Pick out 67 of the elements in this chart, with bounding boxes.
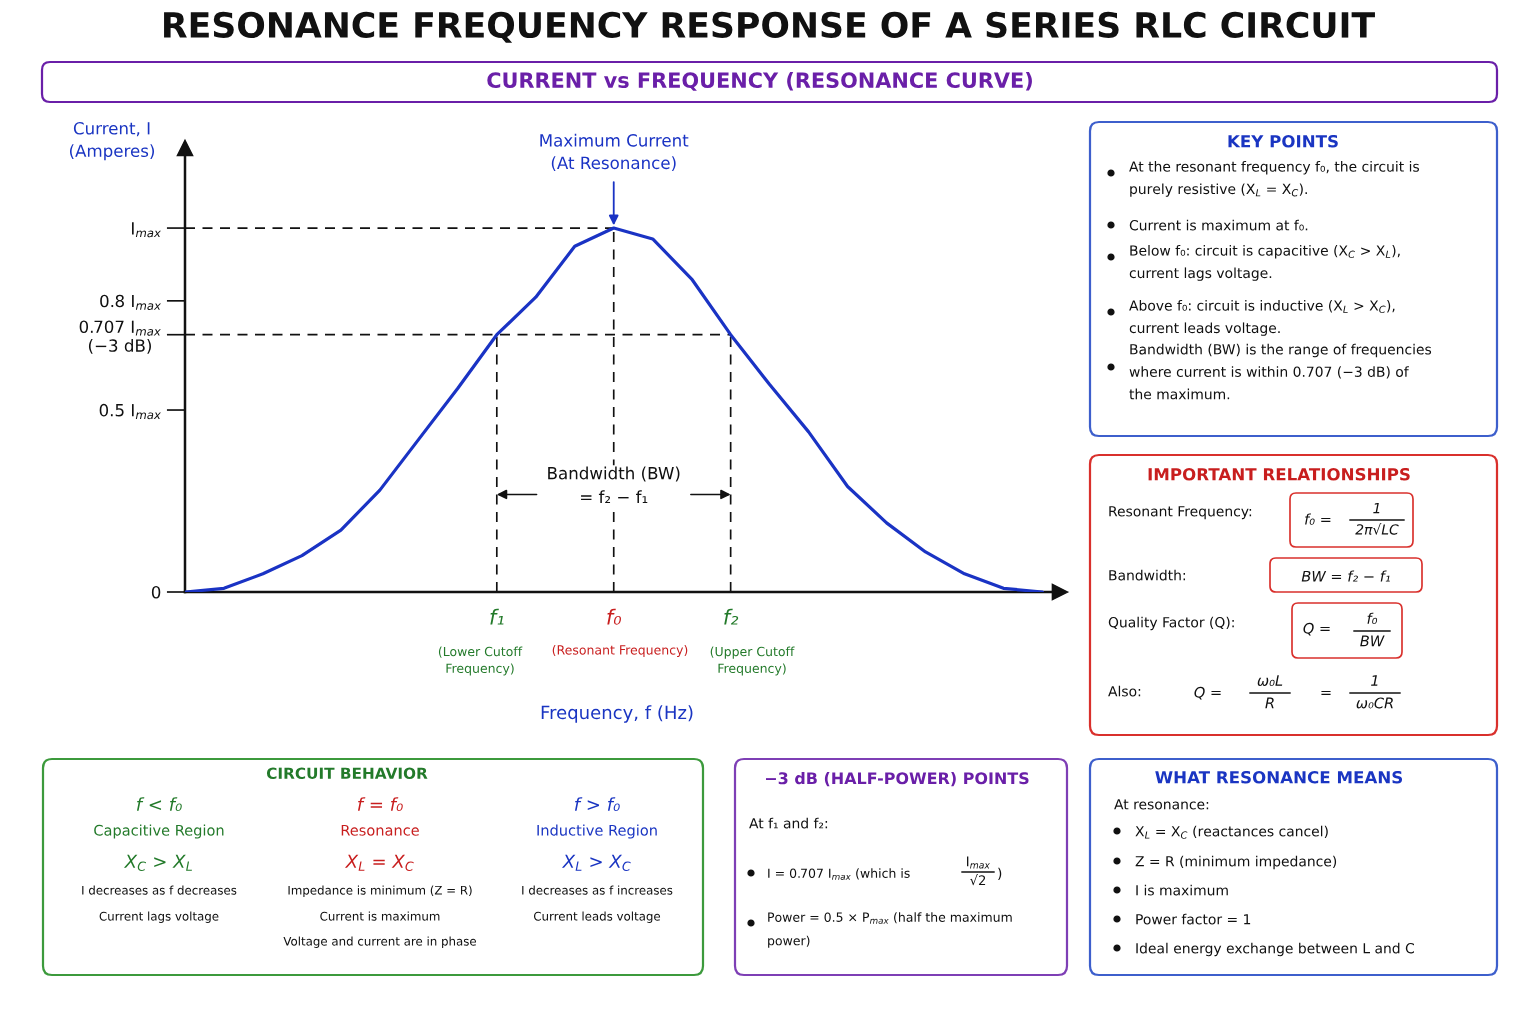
text: Bandwidth: [1109,569,1185,581]
text: f = f₀ [357,797,403,812]
text: ω₀L R [1257,675,1283,709]
text: 1 ω₀CR [1356,675,1393,709]
text: Below f₀: circuit is capacitive (X$_{C}$ > X$_{L}$), current lags voltage. [1129,244,1400,281]
x-tick-label: f₀ [607,608,622,625]
text: (Lower Cutoff Frequency) [438,646,523,676]
text: At f₁ and f₂: [749,817,828,829]
text: Q = [1303,622,1330,636]
text: f > f₀ [574,797,620,812]
text: CIRCUIT BEHAVIOR [266,767,428,780]
text: WHAT RESONANCE MEANS [1155,770,1403,784]
text: IMPORTANT RELATIONSHIPS [1148,467,1410,481]
chart-title: RESONANCE FREQUENCY RESPONSE OF A SERIES RLC CIRCUIT [164,11,1375,43]
text: I decreases as f increases [522,885,673,895]
text: Resonance [341,824,419,836]
y-tick-label: 0 [151,585,161,599]
x-axis-title: Frequency, f (Hz) [541,705,693,723]
text: ) [998,867,1002,881]
y-tick-label: I$_{max}$ [132,222,161,238]
text: −3 dB (HALF-POWER) POINTS [765,771,1029,787]
x-tick-label: f₁ [490,608,504,625]
text: Bandwidth (BW) is the range of frequencies where current is within 0.707 (−3 dB) of the maximum. [1129,343,1432,400]
text: Current leads voltage [533,911,661,923]
text: f < f₀ [136,797,182,812]
text: At resonance: [1114,799,1209,810]
chart-subtitle: CURRENT vs FREQUENCY (RESONANCE CURVE) [487,71,1032,91]
text: Power = 0.5 × P$_{max}$ (half the maximum power) [768,912,1012,948]
text: = [1321,690,1331,696]
annotation: Bandwidth (BW) = f₂ − f₁ [548,466,680,503]
text: Resonant Frequency: [1109,506,1252,520]
y-tick-label: 0.5 I$_{max}$ [99,403,161,420]
text: Also: [1108,685,1141,697]
text: Inductive Region [537,824,657,839]
text: I = 0.707 I$_{max}$ (which is [768,868,910,880]
text: I$_{max}$ √2 [967,856,990,886]
text: Quality Factor (Q): [1108,616,1234,631]
text: Q = [1194,686,1221,700]
text: 1 2π√LC [1355,503,1399,535]
text: Current is maximum at f₀. [1129,219,1308,231]
text: Impedance is minimum (Z = R) [288,885,472,897]
text: (Upper Cutoff Frequency) [710,646,795,676]
text: BW = f₂ − f₁ [1301,570,1390,582]
text: X$_{L}$ = X$_{C}$ [344,854,414,871]
text: At the resonant frequency f₀, the circuit is purely resistive (X$_{L}$ = X$_{C}$). [1129,161,1420,197]
text: Z = R (minimum impedance) [1135,855,1337,870]
text: (Resonant Frequency) [552,644,688,658]
text: Power factor = 1 [1136,913,1251,925]
text: Ideal energy exchange between L and C [1136,942,1414,957]
text: Capacitive Region [94,824,224,839]
annotation: Maximum Current (At Resonance) [540,133,689,172]
text: Voltage and current are in phase [283,936,477,948]
text: I is maximum [1136,884,1228,896]
text: X$_{C}$ > X$_{L}$ [123,854,192,871]
text: I decreases as f decreases [82,885,237,895]
text: X$_{L}$ = X$_{C}$ (reactances cancel) [1135,825,1328,839]
x-tick-label: f₂ [724,608,739,625]
text: Current lags voltage [99,911,219,923]
text: f₀ BW [1360,612,1385,647]
text: Current is maximum [320,911,440,921]
y-tick-label: 0.8 I$_{max}$ [100,294,162,310]
text: Above f₀: circuit is inductive (X$_{L}$ > X$_{C}$), current leads voltage. [1129,300,1395,336]
text: KEY POINTS [1228,134,1338,148]
text: f₀ = [1305,513,1331,525]
y-axis-title: Current, I (Amperes) [69,122,155,161]
y-tick-label: 0.707 I$_{max}$ (−3 dB) [79,320,161,354]
text: X$_{L}$ > X$_{C}$ [561,854,631,871]
